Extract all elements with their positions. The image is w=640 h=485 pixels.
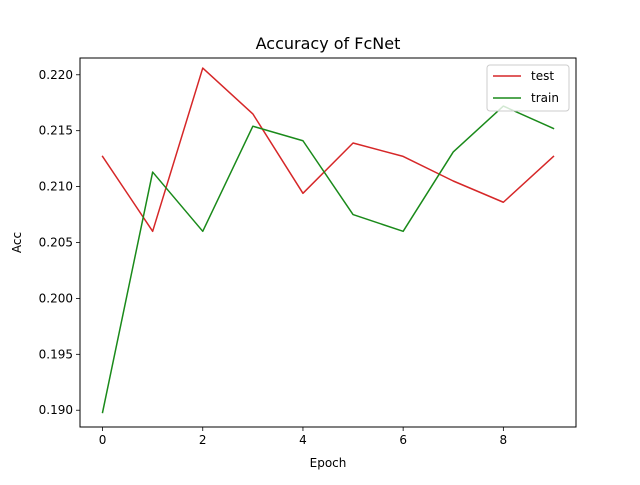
chart-title: Accuracy of FcNet (256, 34, 401, 53)
legend-label-test: test (531, 69, 554, 83)
x-axis: 0 2 4 6 8 (99, 427, 507, 447)
x-tick-label: 0 (99, 433, 107, 447)
plot-area (80, 58, 576, 427)
x-axis-label: Epoch (310, 456, 347, 470)
series-line-train (101, 105, 555, 414)
series-layer (101, 67, 555, 414)
x-tick-label: 6 (399, 433, 407, 447)
y-axis: 0.190 0.195 0.200 0.205 0.210 0.215 0.220 (39, 68, 80, 417)
y-tick-label: 0.220 (39, 68, 73, 82)
y-tick-label: 0.195 (39, 347, 73, 361)
y-axis-label: Acc (10, 232, 24, 253)
series-line-test (101, 67, 555, 233)
y-tick-label: 0.215 (39, 124, 73, 138)
legend: test train (486, 64, 570, 112)
y-tick-label: 0.200 (39, 291, 73, 305)
x-tick-label: 4 (299, 433, 307, 447)
x-tick-label: 2 (199, 433, 207, 447)
y-tick-label: 0.205 (39, 236, 73, 250)
x-tick-label: 8 (500, 433, 508, 447)
legend-label-train: train (531, 91, 559, 105)
y-tick-label: 0.190 (39, 403, 73, 417)
y-tick-label: 0.210 (39, 180, 73, 194)
